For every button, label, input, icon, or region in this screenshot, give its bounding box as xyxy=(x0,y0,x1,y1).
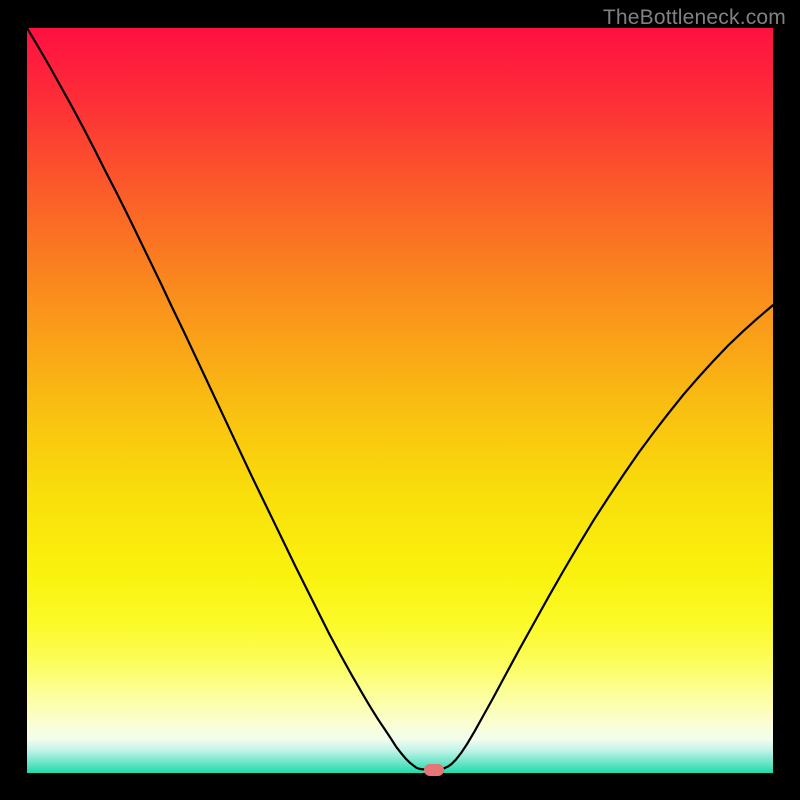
gradient-background xyxy=(27,28,773,773)
plot-svg xyxy=(27,28,773,773)
plot-area xyxy=(27,28,773,773)
chart-container: TheBottleneck.com xyxy=(0,0,800,800)
watermark-text: TheBottleneck.com xyxy=(603,6,786,30)
optimum-marker xyxy=(424,764,444,776)
